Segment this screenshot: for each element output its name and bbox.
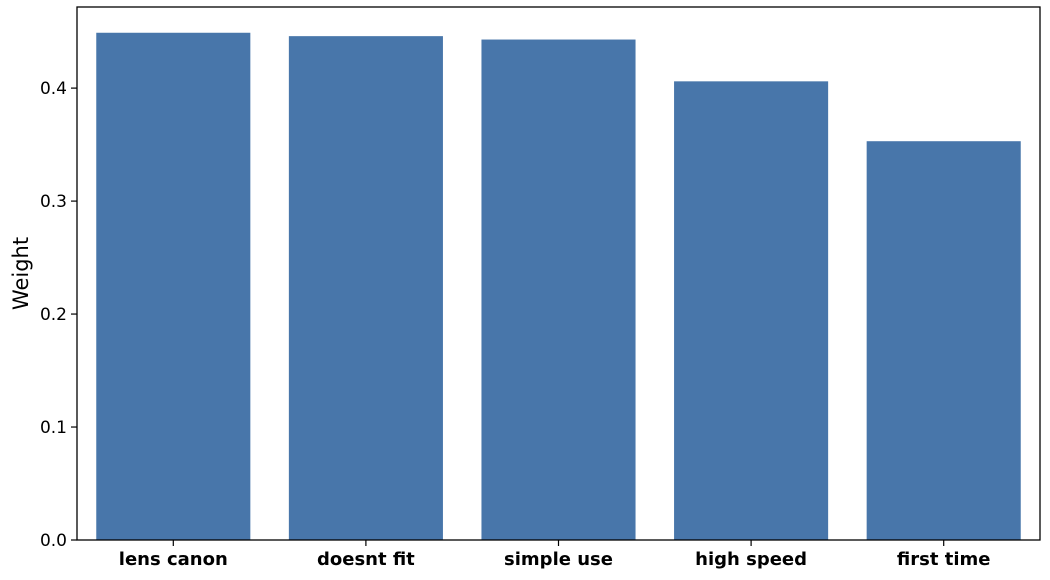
bar-doesnt-fit xyxy=(288,36,443,541)
x-tick-label: simple use xyxy=(504,549,613,570)
y-axis-ticks: 0.0 0.1 0.2 0.3 0.4 xyxy=(40,79,77,551)
bar-simple-use xyxy=(481,39,636,540)
bar-lens-canon xyxy=(96,32,251,541)
y-tick-label: 0.4 xyxy=(40,79,67,99)
y-tick-label: 0.3 xyxy=(40,192,67,212)
bar-first-time xyxy=(866,141,1021,540)
x-tick-label: first time xyxy=(897,549,991,570)
x-tick-label: doesnt fit xyxy=(317,549,415,570)
y-tick-label: 0.2 xyxy=(40,305,67,325)
y-tick-label: 0.1 xyxy=(40,418,67,438)
x-axis-ticks: lens canon doesnt fit simple use high speed… xyxy=(119,540,991,570)
y-tick-label: 0.0 xyxy=(40,531,67,551)
bars-group xyxy=(96,32,1021,541)
bar-high-speed xyxy=(674,81,829,540)
x-tick-label: lens canon xyxy=(119,549,228,570)
y-axis-title: Weight xyxy=(9,237,33,310)
x-tick-label: high speed xyxy=(695,549,807,570)
